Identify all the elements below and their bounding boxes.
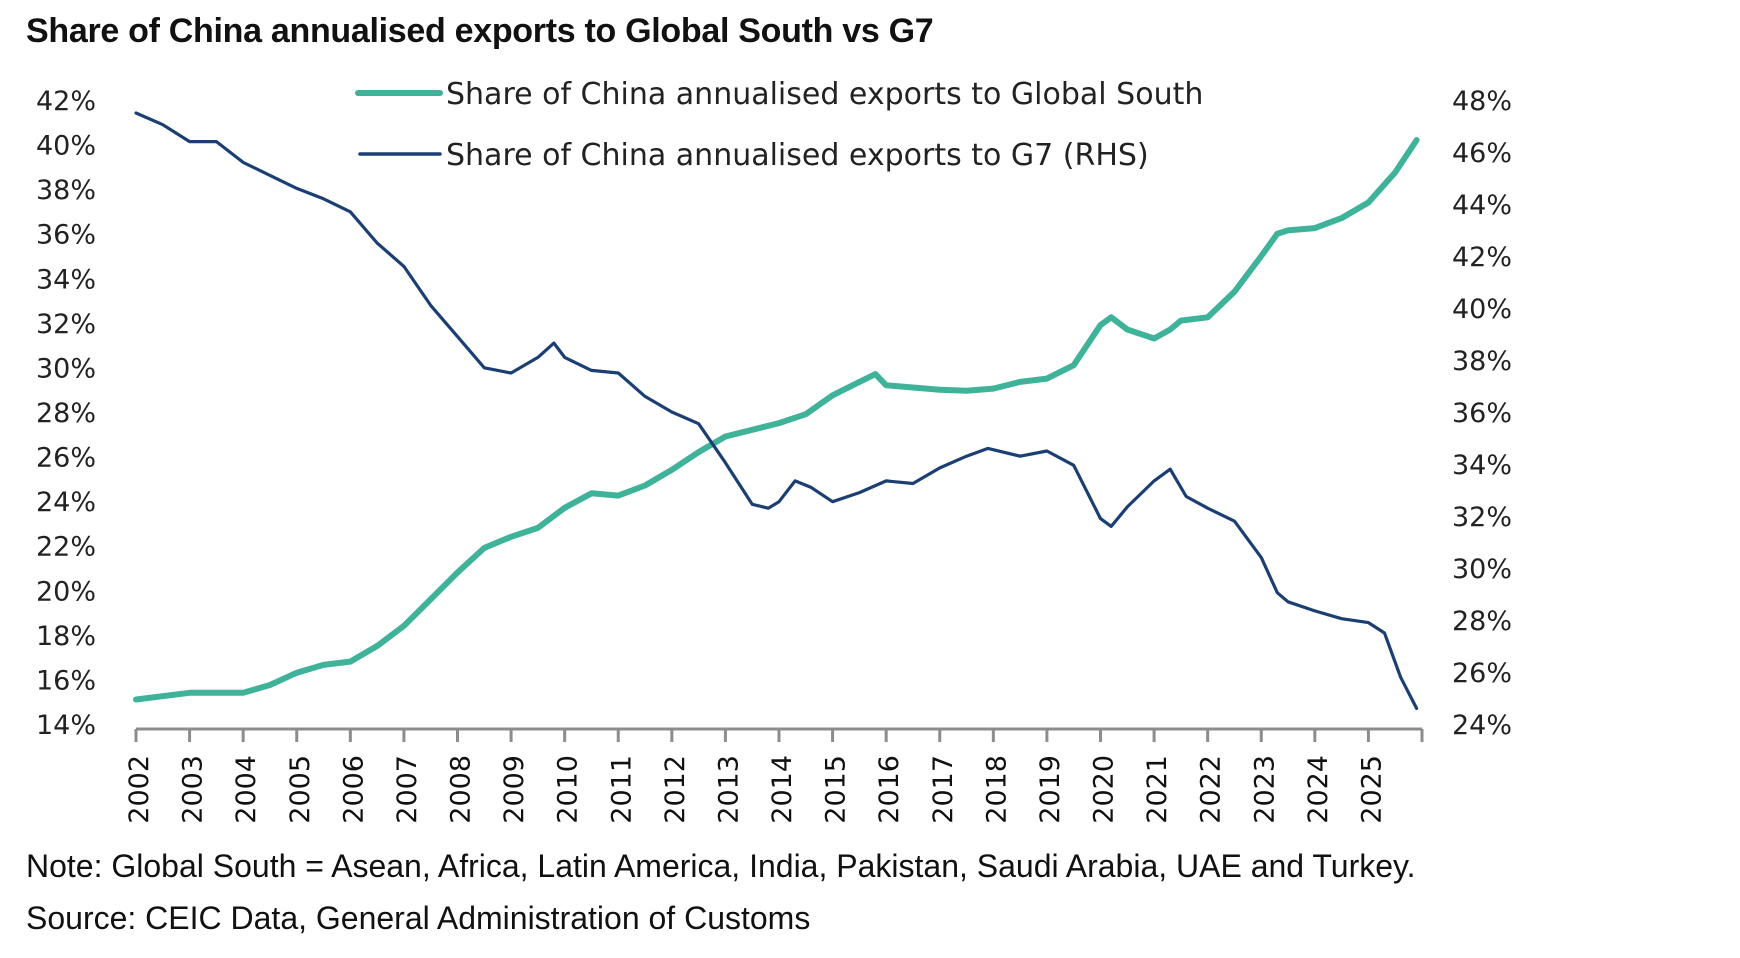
legend-label-global-south: Share of China annualised exports to Glo…: [446, 77, 1203, 112]
left-tick-label: 38%: [36, 175, 96, 206]
x-tick-label: 2016: [874, 755, 905, 824]
x-tick-label: 2021: [1142, 755, 1173, 824]
x-tick-label: 2011: [606, 755, 637, 824]
series-line-g7: [134, 111, 1419, 711]
series-line-global-south: [133, 137, 1420, 703]
series-layer: [133, 111, 1420, 711]
right-tick-label: 42%: [1452, 242, 1512, 273]
right-y-axis: 48% 46% 44% 42% 40% 38% 36% 34% 32% 30% 28% 26% 24%: [1452, 86, 1512, 741]
x-tick-label: 2018: [981, 755, 1012, 824]
x-tick-label: 2012: [660, 755, 691, 824]
x-tick-label: 2013: [713, 755, 744, 824]
right-tick-label: 28%: [1452, 606, 1512, 637]
left-tick-label: 26%: [36, 443, 96, 474]
right-tick-label: 36%: [1452, 398, 1512, 429]
x-tick-label: 2017: [928, 755, 959, 824]
right-tick-label: 40%: [1452, 294, 1512, 325]
x-tick-label: 2025: [1356, 755, 1387, 824]
left-tick-label: 40%: [36, 131, 96, 162]
left-tick-label: 18%: [36, 621, 96, 652]
chart-title: Share of China annualised exports to Glo…: [26, 12, 934, 50]
left-tick-label: 30%: [36, 353, 96, 384]
x-tick-label: 2023: [1249, 755, 1280, 824]
right-tick-label: 44%: [1452, 190, 1512, 221]
left-tick-label: 20%: [36, 576, 96, 607]
right-tick-label: 48%: [1452, 86, 1512, 117]
left-tick-label: 34%: [36, 264, 96, 295]
right-tick-label: 32%: [1452, 502, 1512, 533]
chart-note: Note: Global South = Asean, Africa, Lati…: [26, 848, 1416, 884]
right-tick-label: 38%: [1452, 346, 1512, 377]
right-tick-label: 30%: [1452, 554, 1512, 585]
legend: Share of China annualised exports to Glo…: [355, 77, 1203, 173]
x-tick-label: 2007: [392, 755, 423, 824]
right-tick-label: 26%: [1452, 658, 1512, 689]
chart-source: Source: CEIC Data, General Administratio…: [26, 900, 811, 936]
left-y-axis: 42% 40% 38% 36% 34% 32% 30% 28% 26% 24% 22% 20% 18% 1…: [36, 86, 96, 741]
right-tick-label: 46%: [1452, 138, 1512, 169]
left-tick-label: 16%: [36, 665, 96, 696]
x-axis: 2002 2003 2004 2005 2006 2007 2008 2009 2010 2011…: [124, 727, 1424, 824]
x-tick-label: 2020: [1089, 755, 1120, 824]
left-tick-label: 22%: [36, 532, 96, 563]
x-tick-label: 2003: [178, 755, 209, 824]
left-tick-label: 28%: [36, 398, 96, 429]
x-tick-label: 2022: [1196, 755, 1227, 824]
x-tick-label: 2006: [338, 755, 369, 824]
x-tick-label: 2019: [1035, 755, 1066, 824]
left-tick-label: 24%: [36, 487, 96, 518]
left-tick-label: 36%: [36, 220, 96, 251]
x-tick-label: 2002: [124, 755, 155, 824]
left-tick-label: 32%: [36, 309, 96, 340]
x-tick-label: 2008: [446, 755, 477, 824]
x-tick-label: 2004: [231, 755, 262, 824]
right-tick-label: 34%: [1452, 450, 1512, 481]
x-tick-label: 2014: [767, 755, 798, 824]
x-tick-label: 2009: [499, 755, 530, 824]
x-tick-label: 2010: [553, 755, 584, 824]
right-tick-label: 24%: [1452, 710, 1512, 741]
x-tick-label: 2005: [285, 755, 316, 824]
left-tick-label: 14%: [36, 710, 96, 741]
left-tick-label: 42%: [36, 86, 96, 117]
x-tick-label: 2024: [1303, 755, 1334, 824]
x-tick-label: 2015: [821, 755, 852, 824]
legend-label-g7: Share of China annualised exports to G7 …: [446, 138, 1149, 173]
